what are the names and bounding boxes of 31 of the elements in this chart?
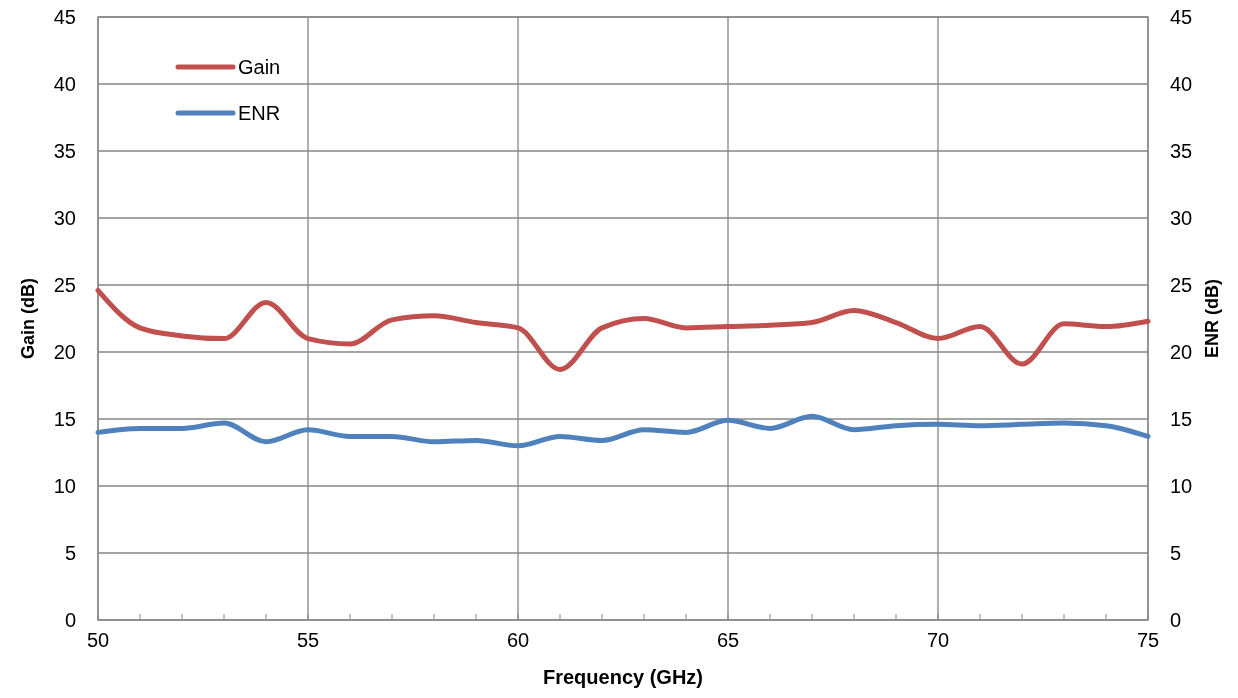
y-tick-label: 45: [53, 6, 76, 28]
y2-tick-label: 15: [1170, 408, 1193, 430]
legend-label: ENR: [238, 102, 281, 124]
y2-tick-label: 40: [1170, 73, 1193, 95]
x-tick-label: 75: [1136, 629, 1160, 651]
y-tick-label: 25: [53, 274, 76, 296]
y2-tick-label: 30: [1170, 207, 1193, 229]
y2-axis-title: ENR (dB): [1202, 279, 1222, 358]
y2-tick-label: 5: [1170, 542, 1182, 564]
x-axis-title: Frequency (GHz): [542, 666, 704, 688]
legend-label: Gain: [238, 56, 281, 78]
y-tick-label: 40: [53, 73, 76, 95]
x-tick-label: 70: [926, 629, 950, 651]
y-tick-label: 0: [64, 609, 76, 631]
y-tick-label: 20: [53, 341, 76, 363]
y-axis-title: Gain (dB): [18, 278, 38, 359]
y2-tick-label: 20: [1170, 341, 1193, 363]
y-tick-label: 35: [53, 140, 76, 162]
y-tick-label: 10: [53, 475, 76, 497]
y-tick-label: 5: [64, 542, 76, 564]
y-tick-label: 15: [53, 408, 76, 430]
x-tick-label: 55: [296, 629, 320, 651]
y2-tick-label: 35: [1170, 140, 1193, 162]
y-tick-label: 30: [53, 207, 76, 229]
y2-tick-label: 10: [1170, 475, 1193, 497]
y2-tick-label: 45: [1170, 6, 1193, 28]
y2-tick-label: 25: [1170, 274, 1193, 296]
y2-tick-label: 0: [1170, 609, 1182, 631]
x-tick-label: 50: [86, 629, 110, 651]
x-tick-label: 65: [716, 629, 740, 651]
x-tick-label: 60: [506, 629, 530, 651]
